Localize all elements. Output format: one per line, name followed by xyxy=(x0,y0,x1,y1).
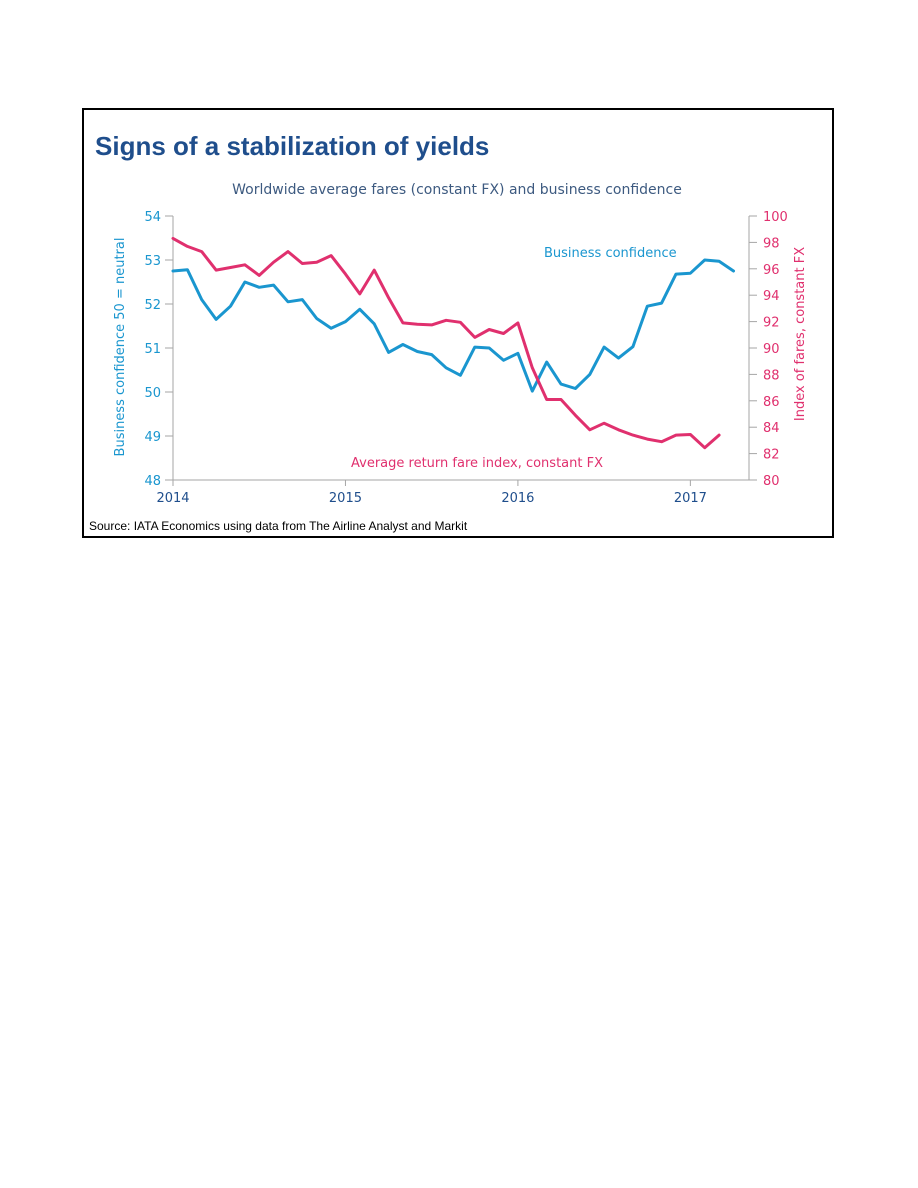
fare-index-annotation: Average return fare index, constant FX xyxy=(351,456,603,471)
fare-index-line xyxy=(171,236,721,450)
right-axis-label: Index of fares, constant FX xyxy=(793,247,808,421)
business-confidence-line xyxy=(171,258,735,393)
chart-canvas: Signs of a stabilization of yields World… xyxy=(89,131,808,533)
left-axis-tick-label: 49 xyxy=(144,430,161,445)
left-axis: 48 49 50 51 52 53 54 xyxy=(144,210,174,489)
left-axis-tick-label: 54 xyxy=(144,210,161,225)
source-note: Source: IATA Economics using data from T… xyxy=(89,519,468,533)
x-axis: 2014 2015 2016 2017 xyxy=(156,479,749,506)
chart-title: Signs of a stabilization of yields xyxy=(95,131,489,161)
x-axis-tick-label: 2017 xyxy=(674,491,707,506)
left-axis-tick-label: 51 xyxy=(144,342,161,357)
x-axis-tick-label: 2014 xyxy=(156,491,189,506)
right-axis-tick-label: 84 xyxy=(763,421,780,436)
right-axis-tick-label: 96 xyxy=(763,263,780,278)
series-layer xyxy=(171,236,735,450)
right-axis-tick-label: 94 xyxy=(763,289,780,304)
chart-figure: Signs of a stabilization of yields World… xyxy=(82,108,834,538)
right-axis-tick-label: 86 xyxy=(763,395,780,410)
right-axis-tick-label: 88 xyxy=(763,368,780,383)
right-axis-tick-label: 80 xyxy=(763,474,780,489)
right-axis-tick-label: 90 xyxy=(763,342,780,357)
x-axis-tick-label: 2015 xyxy=(329,491,362,506)
chart-subtitle: Worldwide average fares (constant FX) an… xyxy=(232,182,682,198)
right-axis-tick-label: 92 xyxy=(763,316,780,331)
left-axis-tick-label: 53 xyxy=(144,254,161,269)
left-axis-tick-label: 50 xyxy=(144,386,161,401)
x-axis-tick-label: 2016 xyxy=(501,491,534,506)
left-axis-label: Business confidence 50 = neutral xyxy=(113,238,128,457)
business-confidence-annotation: Business confidence xyxy=(544,246,677,261)
right-axis-tick-label: 98 xyxy=(763,236,780,251)
left-axis-tick-label: 52 xyxy=(144,298,161,313)
right-axis-tick-label: 100 xyxy=(763,210,788,225)
left-axis-tick-label: 48 xyxy=(144,474,161,489)
right-axis: 80 82 84 86 88 90 92 94 96 98 100 xyxy=(748,210,788,489)
right-axis-tick-label: 82 xyxy=(763,448,780,463)
